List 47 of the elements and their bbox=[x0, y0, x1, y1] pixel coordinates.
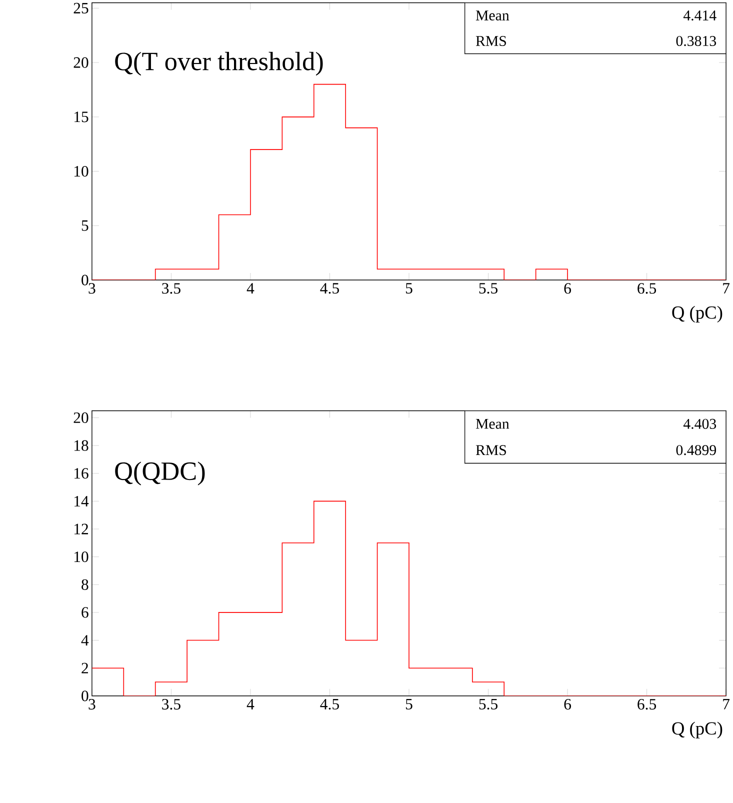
annotation: 0.3813 bbox=[676, 36, 716, 46]
y-tick-label: 20 bbox=[74, 412, 88, 424]
x-tick-label: 3 bbox=[88, 698, 96, 710]
y-tick-label: 6 bbox=[82, 607, 88, 618]
annotation: 0.4899 bbox=[676, 445, 716, 456]
y-tick-label: 12 bbox=[74, 524, 88, 534]
x-tick-label: 7 bbox=[723, 698, 730, 710]
y-tick-label: 4 bbox=[81, 635, 89, 646]
annotation: RMS bbox=[476, 445, 506, 456]
x-tick-label: 4 bbox=[246, 698, 254, 710]
y-tick-label: 0 bbox=[82, 690, 88, 702]
x-axis-title: Q (pC) bbox=[672, 306, 722, 322]
x-tick-label: 7 bbox=[723, 283, 730, 294]
x-tick-label: 5 bbox=[406, 698, 412, 710]
annotation: RMS bbox=[476, 36, 506, 46]
x-tick-label: 4 bbox=[246, 283, 254, 294]
y-tick-label: 8 bbox=[82, 579, 88, 590]
x-tick-label: 3.5 bbox=[162, 698, 180, 710]
x-tick-label: 3 bbox=[88, 283, 96, 294]
x-tick-label: 5.5 bbox=[479, 283, 498, 294]
y-tick-label: 2 bbox=[82, 662, 88, 674]
annotation: 4.414 bbox=[684, 10, 716, 21]
annotation: Mean bbox=[476, 10, 510, 20]
x-tick-label: 6.5 bbox=[638, 698, 656, 710]
annotation: 4.403 bbox=[684, 418, 716, 429]
y-tick-label: 16 bbox=[74, 468, 88, 479]
x-tick-label: 3.5 bbox=[162, 283, 180, 294]
text: Q(QDC) bbox=[115, 462, 205, 486]
x-tick-label: 5.5 bbox=[479, 698, 498, 710]
y-tick-label: 15 bbox=[74, 112, 88, 122]
y-tick-label: 0 bbox=[82, 274, 88, 286]
y-tick-label: 18 bbox=[74, 440, 88, 451]
y-tick-label: 20 bbox=[74, 57, 88, 68]
x-tick-label: 4.5 bbox=[320, 698, 340, 710]
x-axis-title: Q (pC) bbox=[672, 722, 722, 738]
x-tick-label: 6 bbox=[564, 283, 572, 294]
y-tick-label: 5 bbox=[82, 220, 88, 231]
y-tick-label: 10 bbox=[74, 552, 88, 562]
y-tick-label: 14 bbox=[74, 496, 89, 506]
x-tick-label: 5 bbox=[406, 283, 412, 294]
y-tick-label: 25 bbox=[74, 2, 88, 14]
text: Q(T over threshold) bbox=[115, 52, 323, 76]
x-tick-label: 6 bbox=[564, 698, 572, 710]
x-tick-label: 4.5 bbox=[320, 283, 340, 294]
y-tick-label: 10 bbox=[74, 166, 88, 177]
x-tick-label: 6.5 bbox=[638, 283, 656, 294]
annotation: Mean bbox=[476, 418, 510, 429]
